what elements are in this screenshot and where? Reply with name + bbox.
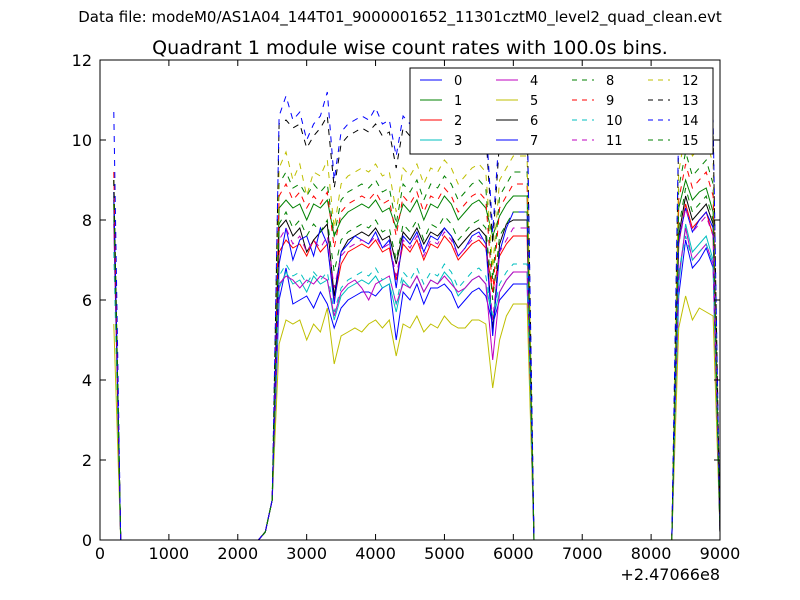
y-tick-label: 2 <box>82 451 92 470</box>
x-tick-label: 9000 <box>700 544 741 563</box>
series-line-13 <box>113 102 721 541</box>
legend-label: 15 <box>682 134 699 149</box>
legend-label: 8 <box>606 74 614 89</box>
series-line-0 <box>113 191 721 541</box>
y-tick-label: 0 <box>82 531 92 550</box>
y-tick-label: 10 <box>72 131 92 150</box>
series-line-15 <box>113 187 721 541</box>
y-tick-label: 4 <box>82 371 92 390</box>
x-tick-label: 8000 <box>631 544 672 563</box>
x-tick-label: 4000 <box>355 544 396 563</box>
legend-label: 4 <box>530 74 538 89</box>
legend-label: 10 <box>606 114 623 129</box>
legend-label: 6 <box>530 114 538 129</box>
x-tick-label: 2000 <box>217 544 258 563</box>
legend-label: 7 <box>530 134 538 149</box>
x-tick-label: 3000 <box>286 544 327 563</box>
chart-title: Quadrant 1 module wise count rates with … <box>152 37 668 59</box>
legend-label: 0 <box>454 74 462 89</box>
series-line-9 <box>113 163 721 541</box>
series-line-7 <box>113 191 721 541</box>
series-line-4 <box>113 223 721 541</box>
ticks-layer: 0 1000 2000 3000 4000 5000 6000 7000 8000 9000 0 2 4… <box>72 51 741 563</box>
series-layer <box>113 91 721 541</box>
series-line-11 <box>113 207 721 541</box>
legend-label: 1 <box>454 94 462 109</box>
series-line-6 <box>113 195 721 541</box>
x-tick-label: 6000 <box>493 544 534 563</box>
x-tick-label: 5000 <box>424 544 465 563</box>
series-line-8 <box>113 151 721 541</box>
legend-label: 2 <box>454 114 462 129</box>
series-line-5 <box>113 295 721 541</box>
x-tick-label: 0 <box>95 544 105 563</box>
x-offset-label: +2.47066e8 <box>620 565 720 584</box>
legend-label: 3 <box>454 134 462 149</box>
y-tick-label: 8 <box>82 211 92 230</box>
series-line-14 <box>113 91 721 541</box>
legend-label: 5 <box>530 94 538 109</box>
page-title: Data file: modeM0/AS1A04_144T01_90000016… <box>78 8 722 26</box>
y-tick-label: 12 <box>72 51 92 70</box>
series-line-3 <box>113 219 721 541</box>
series-line-1 <box>113 178 721 541</box>
x-tick-label: 1000 <box>149 544 190 563</box>
y-tick-label: 6 <box>82 291 92 310</box>
legend-label: 12 <box>682 74 699 89</box>
legend-label: 13 <box>682 94 699 109</box>
series-line-10 <box>113 235 721 541</box>
legend-label: 11 <box>606 134 623 149</box>
legend-label: 14 <box>682 114 699 129</box>
series-line-2 <box>113 203 721 541</box>
legend-label: 9 <box>606 94 614 109</box>
series-line-12 <box>113 131 721 541</box>
x-tick-label: 7000 <box>562 544 603 563</box>
